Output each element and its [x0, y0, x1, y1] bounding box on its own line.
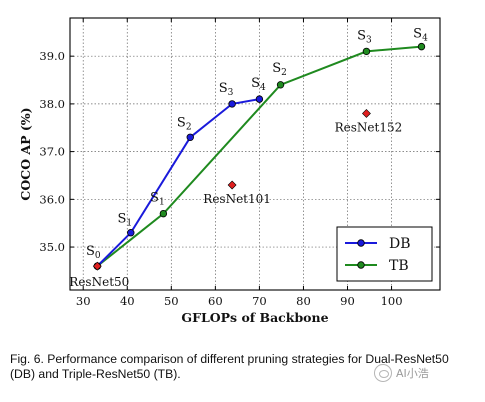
y-tick-label: 36.0 — [39, 192, 65, 206]
point-label-db: S4 — [251, 76, 266, 93]
reference-marker — [362, 109, 371, 118]
reference-label: ResNet152 — [335, 120, 403, 134]
y-tick-label: 37.0 — [39, 145, 65, 159]
point-label-tb: S3 — [357, 28, 372, 45]
point-label-tb: S2 — [272, 61, 287, 78]
x-tick-label: 90 — [340, 294, 355, 308]
point-label-tb: S1 — [150, 191, 165, 208]
data-point-tb — [362, 47, 371, 56]
data-point-tb — [417, 42, 426, 51]
y-tick-label: 38.0 — [39, 97, 65, 111]
point-label-tb: S4 — [413, 27, 428, 44]
legend-marker-tb — [357, 261, 365, 269]
point-label-db: S0 — [86, 244, 101, 261]
watermark: AI小浩 — [374, 364, 429, 382]
data-point-db — [186, 133, 194, 141]
point-label-db: S3 — [219, 81, 234, 98]
legend-label-db: DB — [389, 236, 411, 252]
legend-marker-db — [357, 239, 365, 247]
point-label-db: S1 — [117, 212, 132, 229]
figure-caption: Fig. 6. Performance comparison of differ… — [10, 352, 449, 381]
x-tick-label: 70 — [252, 294, 267, 308]
reference-label: ResNet50 — [69, 275, 129, 289]
y-tick-label: 39.0 — [39, 49, 65, 63]
x-tick-label: 30 — [76, 294, 91, 308]
legend-box — [336, 226, 433, 282]
x-axis-label: GFLOPs of Backbone — [181, 310, 328, 325]
watermark-text: AI小浩 — [396, 367, 429, 380]
data-point-db — [255, 95, 264, 103]
y-axis-label: COCO AP (%) — [18, 107, 33, 200]
data-point-tb — [159, 209, 168, 218]
x-tick-label: 80 — [296, 294, 311, 308]
x-tick-label: 50 — [164, 294, 179, 308]
data-point-db — [127, 229, 135, 237]
plot-frame — [69, 17, 441, 291]
reference-marker — [92, 261, 102, 271]
legend-label-tb: TB — [389, 258, 409, 274]
reference-label: ResNet101 — [203, 192, 271, 206]
data-point-db — [228, 100, 236, 108]
chart: 30 40 50 60 70 80 90 100 35.0 36.0 37.0 38.0 39.0 GFL… — [18, 17, 441, 325]
y-tick-label: 35.0 — [39, 240, 65, 254]
wechat-icon — [374, 364, 392, 382]
data-point-tb — [276, 81, 285, 89]
point-label-db: S2 — [177, 115, 192, 132]
reference-marker — [227, 180, 237, 190]
x-tick-label: 100 — [381, 294, 403, 308]
x-tick-label: 60 — [208, 294, 223, 308]
x-tick-label: 40 — [120, 294, 135, 308]
